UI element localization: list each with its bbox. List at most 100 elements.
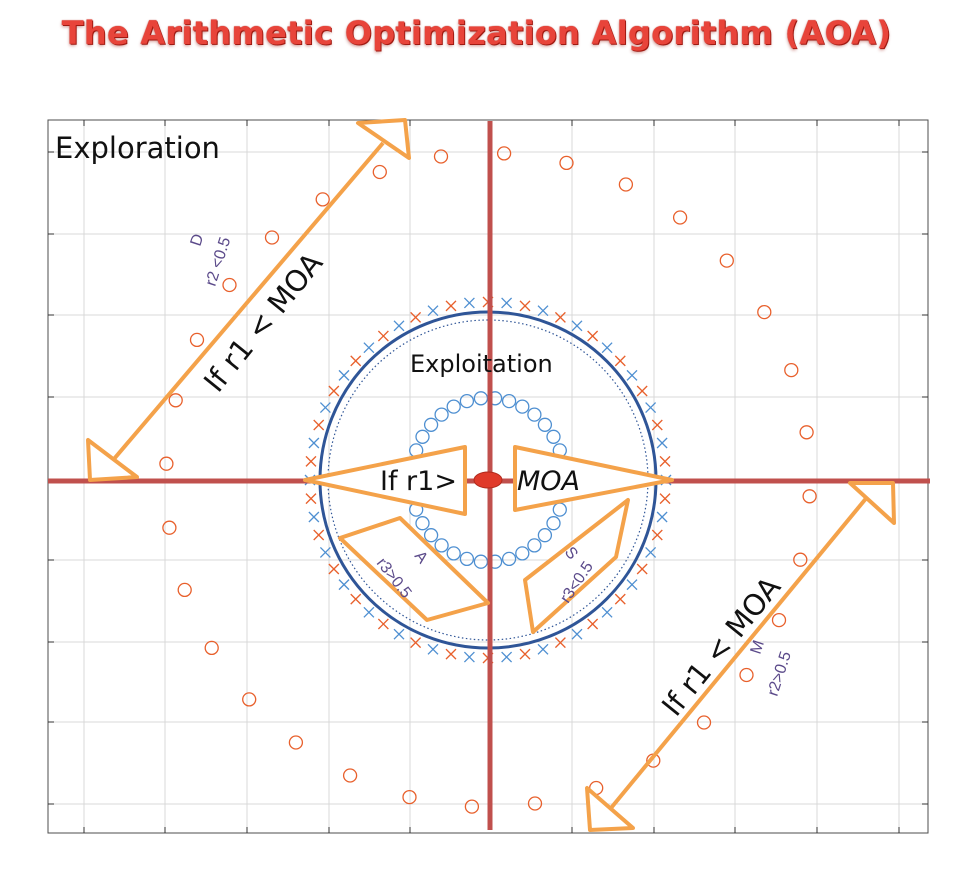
exploitation-marker <box>527 407 542 422</box>
x-marker-stroke <box>363 342 375 354</box>
x-marker <box>305 493 317 505</box>
exploration-marker <box>696 715 712 730</box>
x-marker-stroke <box>645 546 657 558</box>
x-marker <box>363 606 375 618</box>
x-marker <box>338 369 350 381</box>
x-marker-stroke <box>377 618 389 630</box>
exploitation-marker <box>446 546 461 561</box>
x-marker <box>571 320 583 332</box>
x-marker <box>656 437 668 449</box>
exploitation-marker <box>527 538 542 553</box>
x-marker <box>427 305 439 317</box>
exploration-marker <box>159 456 174 471</box>
x-marker-stroke <box>350 355 362 367</box>
x-marker-stroke <box>305 493 317 505</box>
x-marker <box>319 402 331 414</box>
x-marker-stroke <box>537 643 549 655</box>
x-marker-stroke <box>519 300 531 312</box>
x-marker-stroke <box>393 628 405 640</box>
exploration-marker <box>802 489 817 504</box>
exploration-label: Exploration <box>55 131 220 165</box>
exploitation-marker <box>423 528 439 543</box>
x-marker-stroke <box>659 493 671 505</box>
x-marker <box>554 311 566 323</box>
x-marker <box>614 355 626 367</box>
exploration-marker <box>464 799 480 814</box>
x-marker <box>626 579 638 591</box>
x-marker-stroke <box>656 437 668 449</box>
x-marker-stroke <box>587 618 599 630</box>
exploitation-marker <box>515 546 530 561</box>
x-marker <box>410 637 422 649</box>
x-marker-stroke <box>571 628 583 640</box>
x-marker-stroke <box>319 546 331 558</box>
exploration-marker <box>799 425 814 440</box>
x-marker <box>463 651 475 663</box>
exploitation-marker <box>434 407 449 422</box>
exploitation-marker <box>546 429 561 444</box>
x-marker <box>328 385 340 397</box>
x-marker-stroke <box>636 563 648 575</box>
exploitation-marker <box>537 417 553 432</box>
x-marker-stroke <box>410 637 422 649</box>
x-marker <box>463 297 475 309</box>
exploration-marker <box>618 177 634 192</box>
x-marker <box>587 618 599 630</box>
x-marker <box>614 593 626 605</box>
x-marker-stroke <box>651 529 663 541</box>
addition-shape <box>338 516 490 622</box>
x-marker-stroke <box>601 342 613 354</box>
exploration-marker <box>757 304 772 320</box>
axis-ticks <box>48 120 928 833</box>
x-marker <box>308 511 320 523</box>
exploitation-marker <box>537 528 553 543</box>
x-marker <box>651 419 663 431</box>
x-marker-stroke <box>656 511 668 523</box>
x-marker-stroke <box>614 355 626 367</box>
x-marker-stroke <box>626 369 638 381</box>
x-marker <box>636 563 648 575</box>
exploration-marker <box>242 692 257 707</box>
exploration-marker <box>168 393 183 408</box>
exploration-marker <box>162 520 177 535</box>
m-operator-label: M <box>748 638 768 656</box>
exploit-arrow-right <box>513 445 674 512</box>
x-marker <box>651 529 663 541</box>
exploitation-marker <box>473 391 489 406</box>
x-marker <box>308 437 320 449</box>
x-marker <box>338 579 350 591</box>
x-marker-stroke <box>519 648 531 660</box>
exploration-marker <box>719 253 734 268</box>
exploration-arrow-right <box>585 481 896 832</box>
exploration-marker <box>771 612 787 628</box>
exploration-marker <box>672 210 688 225</box>
x-marker <box>601 342 613 354</box>
exploitation-marker <box>501 393 517 409</box>
x-marker-stroke <box>636 385 648 397</box>
x-marker <box>519 300 531 312</box>
x-marker-stroke <box>338 579 350 591</box>
x-marker <box>537 643 549 655</box>
x-marker <box>350 355 362 367</box>
exploitation-marker <box>459 393 475 409</box>
exploitation-marker <box>515 399 530 414</box>
arrowhead-down-left-2 <box>585 786 635 832</box>
x-marker <box>445 300 457 312</box>
exploitation-label: Exploitation <box>410 350 553 378</box>
x-marker <box>537 305 549 317</box>
exploit-arrow-left <box>303 445 467 516</box>
x-marker <box>571 628 583 640</box>
exploration-marker <box>264 230 280 245</box>
exploration-marker <box>527 796 543 811</box>
x-marker <box>363 342 375 354</box>
exploration-marker <box>177 582 192 598</box>
exploration-markers <box>159 146 817 814</box>
x-marker-stroke <box>445 648 457 660</box>
exploitation-marker <box>546 516 561 531</box>
x-marker <box>659 455 671 467</box>
x-marker <box>410 311 422 323</box>
x-marker <box>501 651 513 663</box>
x-marker-stroke <box>338 369 350 381</box>
arrowhead-up-right <box>356 118 411 160</box>
exploration-marker <box>189 332 205 348</box>
